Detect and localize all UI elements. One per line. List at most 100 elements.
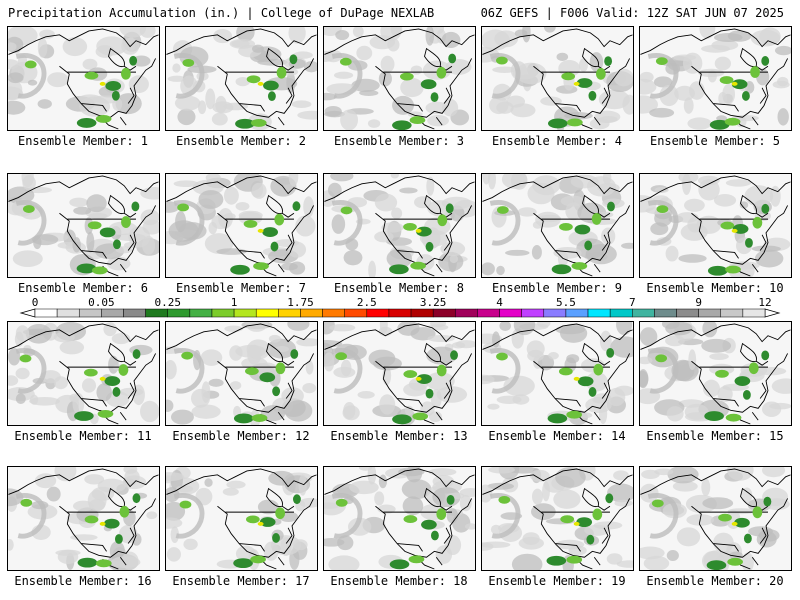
ensemble-member-label: Ensemble Member: 4 [491,134,623,148]
colorbar-swatch [587,308,611,318]
ensemble-map-panel [639,321,792,426]
precipitation-colorbar: 0 0.05 0.25 1 1.75 2.5 3.25 4 5.5 7 9 12 [10,296,790,322]
ensemble-map-panel [481,466,634,571]
precipitation-map [8,322,159,425]
precipitation-map [324,467,475,570]
colorbar-swatch [211,308,235,318]
ensemble-member-label: Ensemble Member: 2 [175,134,307,148]
colorbar-swatch [432,308,456,318]
ensemble-member-label: Ensemble Member: 13 [330,429,468,443]
ensemble-map-panel [165,173,318,278]
colorbar-swatch [189,308,213,318]
precipitation-map [166,322,317,425]
colorbar-swatch [344,308,368,318]
colorbar-tick-label: 12 [758,296,772,309]
precipitation-map [324,174,475,277]
ensemble-member-label: Ensemble Member: 9 [491,281,623,295]
precipitation-map [482,467,633,570]
colorbar-swatch [698,308,722,318]
precipitation-map [8,467,159,570]
ensemble-member-label: Ensemble Member: 12 [172,429,310,443]
precipitation-map [640,322,791,425]
precipitation-map [482,27,633,130]
precipitation-map [640,467,791,570]
colorbar-tick-label: 5.5 [555,296,576,309]
precipitation-map [324,322,475,425]
precipitation-map [482,174,633,277]
colorbar-swatch [477,308,500,318]
colorbar-swatch [278,308,301,318]
colorbar-swatch [676,308,699,318]
ensemble-map-panel [165,321,318,426]
colorbar-swatch [56,308,80,318]
colorbar-swatch [167,308,191,318]
ensemble-map-panel [323,26,476,131]
colorbar-swatch [632,308,655,318]
ensemble-member-label: Ensemble Member: 11 [14,429,152,443]
colorbar-tick-label: 0.05 [88,296,115,309]
colorbar-swatch [521,308,545,318]
colorbar-swatch [565,308,589,318]
colorbar-tick-label: 3.25 [419,296,447,309]
ensemble-member-label: Ensemble Member: 5 [649,134,781,148]
colorbar-left-arrow [19,308,36,318]
colorbar-swatch [101,308,124,318]
ensemble-map-panel [481,321,634,426]
colorbar-tick-label: 0 [31,296,39,309]
colorbar-swatch [300,308,323,318]
colorbar-swatch [499,308,522,318]
colorbar-swatch [609,308,633,318]
precipitation-map [324,27,475,130]
colorbar-swatch [233,308,257,318]
ensemble-member-label: Ensemble Member: 16 [14,574,152,588]
colorbar-tick-label: 1 [230,296,238,309]
ensemble-member-label: Ensemble Member: 19 [488,574,626,588]
colorbar-swatch [742,308,766,318]
ensemble-member-label: Ensemble Member: 6 [17,281,149,295]
ensemble-member-label: Ensemble Member: 20 [646,574,784,588]
ensemble-member-label: Ensemble Member: 8 [333,281,465,295]
colorbar-swatch [34,308,58,318]
ensemble-map-panel [7,173,160,278]
ensemble-member-label: Ensemble Member: 3 [333,134,465,148]
colorbar-swatch [322,308,345,318]
ensemble-map-panel [7,466,160,571]
colorbar-swatch [78,308,102,318]
ensemble-map-panel [639,26,792,131]
model-run-valid-time: 06Z GEFS | F006 Valid: 12Z SAT JUN 07 20… [480,6,784,20]
colorbar-swatch [255,308,279,318]
ensemble-map-panel [323,173,476,278]
ensemble-map-panel [7,26,160,131]
map-title: Precipitation Accumulation (in.) | Colle… [8,6,435,20]
colorbar-swatch [720,308,744,318]
colorbar-tick-label: 9 [695,296,702,309]
ensemble-member-label: Ensemble Member: 7 [175,281,307,295]
precipitation-map [166,27,317,130]
precipitation-map [482,322,633,425]
precipitation-map [166,174,317,277]
colorbar-swatch [145,308,168,318]
ensemble-map-panel [323,321,476,426]
colorbar-swatch [123,308,146,318]
ensemble-map-panel [639,173,792,278]
ensemble-map-panel [7,321,160,426]
colorbar-swatch [543,308,567,318]
ensemble-member-label: Ensemble Member: 18 [330,574,468,588]
ensemble-map-panel [481,26,634,131]
colorbar-tick-label: 4 [496,296,503,309]
ensemble-map-panel [639,466,792,571]
colorbar-swatch [388,308,412,318]
ensemble-map-panel [165,466,318,571]
ensemble-member-label: Ensemble Member: 14 [488,429,626,443]
colorbar-tick-label: 2.5 [356,296,377,309]
ensemble-map-panel [165,26,318,131]
colorbar-right-arrow [764,308,781,318]
colorbar-tick-label: 1.75 [287,296,314,309]
colorbar-swatch [366,308,390,318]
precipitation-map [640,174,791,277]
colorbar-scale [19,308,781,318]
ensemble-member-label: Ensemble Member: 17 [172,574,310,588]
colorbar-swatch [410,308,434,318]
precipitation-map [166,467,317,570]
ensemble-member-label: Ensemble Member: 1 [17,134,149,148]
